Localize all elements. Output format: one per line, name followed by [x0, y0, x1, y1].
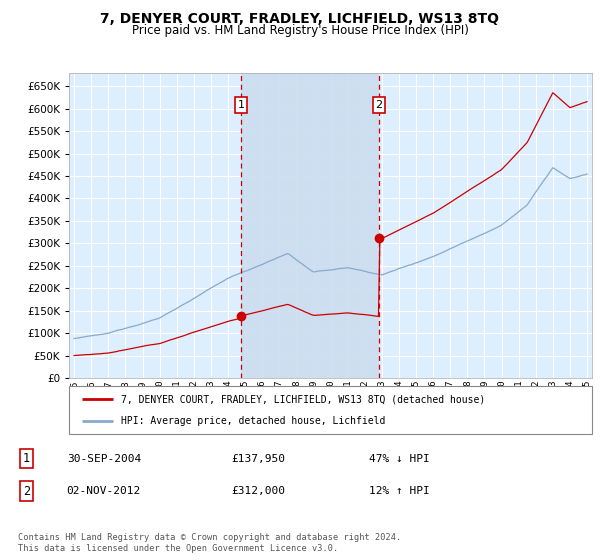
Text: 7, DENYER COURT, FRADLEY, LICHFIELD, WS13 8TQ (detached house): 7, DENYER COURT, FRADLEY, LICHFIELD, WS1…: [121, 394, 485, 404]
Text: 1: 1: [238, 100, 244, 110]
Text: 2: 2: [376, 100, 383, 110]
Text: 2: 2: [23, 484, 30, 498]
Text: £312,000: £312,000: [231, 486, 285, 496]
Text: 12% ↑ HPI: 12% ↑ HPI: [369, 486, 430, 496]
Text: Contains HM Land Registry data © Crown copyright and database right 2024.
This d: Contains HM Land Registry data © Crown c…: [18, 533, 401, 553]
Text: £137,950: £137,950: [231, 454, 285, 464]
Bar: [241, 73, 379, 378]
Text: 47% ↓ HPI: 47% ↓ HPI: [369, 454, 430, 464]
FancyBboxPatch shape: [69, 386, 592, 434]
Text: 02-NOV-2012: 02-NOV-2012: [67, 486, 141, 496]
Text: HPI: Average price, detached house, Lichfield: HPI: Average price, detached house, Lich…: [121, 416, 386, 426]
Text: Price paid vs. HM Land Registry's House Price Index (HPI): Price paid vs. HM Land Registry's House …: [131, 24, 469, 37]
Text: 30-SEP-2004: 30-SEP-2004: [67, 454, 141, 464]
Text: 1: 1: [23, 452, 30, 465]
Text: 7, DENYER COURT, FRADLEY, LICHFIELD, WS13 8TQ: 7, DENYER COURT, FRADLEY, LICHFIELD, WS1…: [101, 12, 499, 26]
